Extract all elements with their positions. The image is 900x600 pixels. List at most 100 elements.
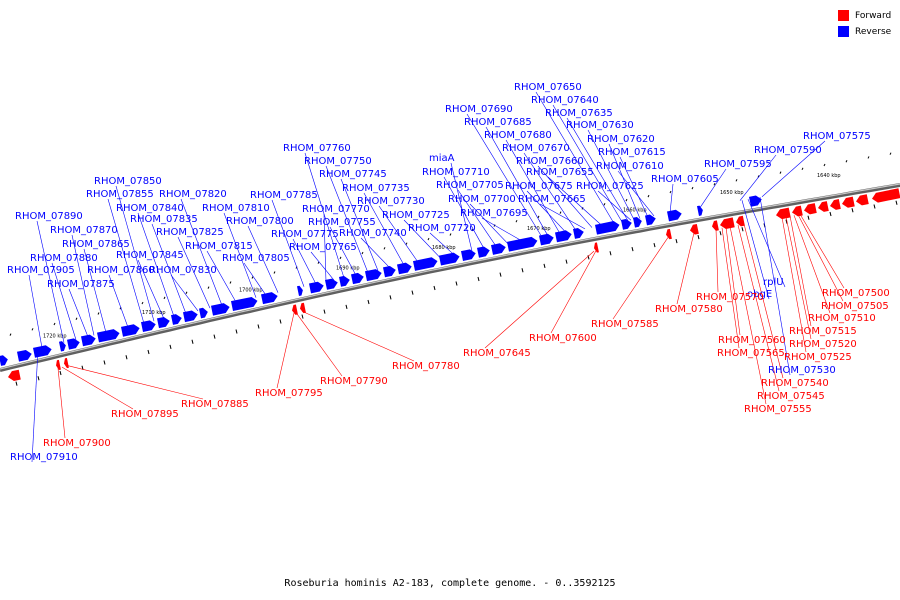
leader-line [137,212,175,317]
minor-tick-top [163,296,166,300]
minor-tick-bottom [499,272,502,277]
scale-tick-label: 1690 kbp [336,266,360,272]
minor-tick-top [339,256,342,260]
reverse-gene-arrow [58,341,66,352]
leader-line [450,162,473,252]
gene-label: RHOM_07870 [50,225,118,236]
reverse-gene-arrow [260,292,278,305]
reverse-gene-arrow [170,314,182,325]
leader-line [223,212,257,298]
gene-label: RHOM_07515 [789,326,857,337]
gene-label: RHOM_07500 [822,288,890,299]
forward-gene-arrow [830,199,841,210]
forward-gene-arrow [804,203,817,215]
gene-label: RHOM_07610 [596,161,664,172]
reverse-gene-arrow [460,249,476,261]
gene-label: RHOM_07590 [754,145,822,156]
reverse-gene-arrow [140,320,156,332]
minor-tick-bottom [213,334,216,339]
minor-tick-top [427,237,430,241]
forward-gene-arrow [842,196,855,208]
gene-label: RHOM_07520 [789,339,857,350]
minor-tick-top [493,224,496,227]
reverse-gene-arrow [350,272,364,285]
reverse-gene-arrow [230,296,258,311]
reverse-gene-arrow [296,285,303,297]
gene-label: RHOM_07910 [10,452,78,463]
gene-label: RHOM_07505 [821,301,889,312]
leader-line [523,152,577,231]
leader-line [31,348,39,463]
reverse-gene-arrow [632,216,642,228]
leader-line [137,259,165,319]
minor-tick-bottom [719,231,722,236]
leader-line [360,237,391,269]
leader-line [466,113,543,238]
leader-line [247,225,279,293]
reverse-gene-arrow [210,303,230,316]
gene-label: RHOM_07700 [448,194,516,205]
leader-line [759,197,791,376]
leader-line [676,232,695,305]
leader-line [526,190,567,233]
minor-tick-bottom [15,381,18,386]
minor-tick-bottom [653,242,656,248]
leader-line [61,366,134,410]
forward-gene-arrow [690,223,699,235]
reverse-gene-arrow [696,205,703,216]
leader-line [739,154,777,201]
reverse-gene-arrow [554,230,572,243]
gene-label: RHOM_07810 [202,203,270,214]
minor-tick-bottom [389,295,392,300]
leader-line [741,200,770,300]
gene-label: RHOM_07575 [803,131,871,142]
reverse-gene-arrow [438,252,460,266]
leader-line [329,226,357,276]
gene-label: RHOM_07820 [159,189,227,200]
reverse-gene-arrow [16,349,32,362]
minor-tick-top [757,175,760,178]
leader-line [597,190,632,221]
leader-line [429,232,455,255]
minor-tick-top [229,281,232,284]
leader-line [292,238,317,285]
reverse-gene-arrow [66,338,80,350]
minor-tick-top [867,156,870,159]
gene-label: RHOM_07630 [566,120,634,131]
gene-label: RHOM_07885 [181,399,249,410]
gene-label: RHOM_07895 [111,409,179,420]
gene-label: RHOM_07750 [304,156,372,167]
genome-backbone [0,183,900,372]
minor-tick-top [691,186,694,190]
leader-line [443,176,485,249]
leader-line [669,183,674,214]
reverse-gene-arrow [80,334,96,347]
leader-line [550,250,597,334]
gene-label: RHOM_07785 [250,190,318,201]
forward-gene-arrow [8,369,21,381]
gene-label: RHOM_07775 [271,229,339,240]
leader-line [761,140,826,197]
legend-item-reverse: Reverse [838,24,898,39]
legend: Forward Reverse [838,8,898,40]
minor-tick-bottom [169,344,172,349]
gene-label: RHOM_07530 [768,365,836,376]
gene-label: RHOM_07860 [87,265,155,276]
minor-tick-bottom [477,276,480,282]
reverse-gene-arrow [748,195,762,207]
gene-label: RHOM_07720 [408,223,476,234]
leader-line [107,198,145,324]
gene-label: obgE [747,289,772,300]
minor-tick-top [251,276,254,279]
forward-gene-arrow [56,359,61,371]
gene-label: RHOM_07635 [545,108,613,119]
minor-tick-top [559,211,562,214]
minor-tick-top [471,228,474,232]
leader-line [51,262,77,340]
leader-line [323,213,327,282]
gene-label: RHOM_07665 [518,194,586,205]
forward-swatch [838,10,849,21]
leader-line [737,224,780,392]
gene-label: RHOM_07640 [531,95,599,106]
